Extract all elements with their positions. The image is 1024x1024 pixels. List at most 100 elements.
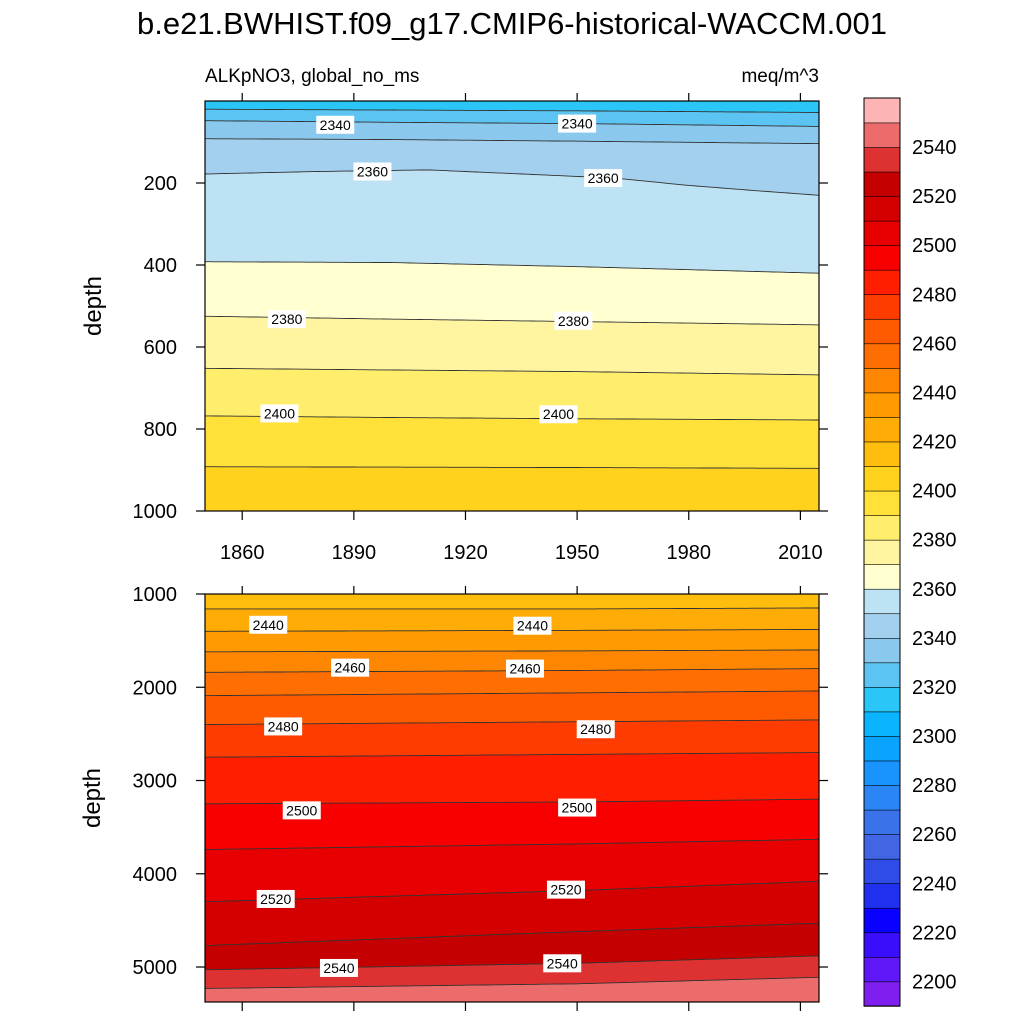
contour-fill-band (205, 466, 819, 511)
colorbar-tick-label: 2540 (912, 137, 957, 159)
contour-label-text: 2340 (562, 116, 593, 132)
contour-label-text: 2540 (323, 960, 354, 976)
contour-label: 2500 (558, 798, 597, 817)
contour-label-text: 2380 (271, 311, 302, 327)
colorbar-swatch (863, 318, 901, 345)
colorbar-tick-label: 2420 (912, 432, 957, 454)
colorbar-tick-label: 2400 (912, 481, 957, 503)
y-tick-label: 400 (144, 255, 177, 277)
lower-contour-labels: 2440 2440 2460 2460 2480 2480 2500 2500 2520 2520… (249, 615, 615, 977)
colorbar-swatch (863, 735, 901, 762)
colorbar-swatch (863, 146, 901, 173)
colorbar-swatch (863, 907, 901, 934)
colorbar-tick-label: 2360 (912, 579, 957, 601)
colorbar-swatch (863, 269, 901, 296)
colorbar-swatch (863, 343, 901, 369)
left-subtitle: ALKpNO3, global_no_ms (205, 66, 419, 87)
y-tick-label: 600 (144, 337, 177, 359)
x-tick-label: 1980 (667, 542, 712, 564)
colorbar-tick-label: 2440 (912, 383, 957, 405)
contour-label-text: 2380 (558, 313, 589, 329)
upper-y-axis-label: depth (80, 276, 107, 336)
contour-label-text: 2360 (357, 164, 388, 180)
x-tick-label: 2010 (778, 542, 823, 564)
lower-y-axis-label: depth (79, 768, 106, 828)
colorbar-tick-label: 2460 (912, 333, 957, 355)
colorbar: 2200 2220 2240 2260 2280 2300 2320 2340 2360 2380… (863, 97, 957, 1007)
figure-title: b.e21.BWHIST.f09_g17.CMIP6-historical-WA… (137, 6, 887, 41)
colorbar-swatch (863, 490, 901, 516)
contour-label-text: 2540 (547, 955, 578, 971)
y-tick-label: 2000 (133, 677, 178, 699)
contour-label-text: 2360 (588, 170, 619, 186)
upper-contour-fills (205, 101, 819, 511)
contour-label: 2540 (319, 958, 358, 977)
colorbar-swatch (863, 416, 901, 443)
upper-plot-frame (204, 100, 820, 512)
contour-label-text: 2460 (509, 661, 540, 677)
contour-line (205, 838, 819, 850)
y-tick-label: 800 (144, 419, 177, 441)
x-tick-label: 1860 (220, 542, 265, 564)
y-tick-label: 5000 (133, 957, 178, 979)
y-tick-label: 3000 (133, 771, 178, 793)
colorbar-swatch (863, 244, 901, 271)
contour-line (205, 628, 819, 632)
colorbar-swatch (863, 588, 901, 615)
contour-line (205, 367, 819, 376)
contour-label: 2380 (554, 311, 593, 330)
contour-label-text: 2520 (550, 882, 581, 898)
colorbar-swatch (863, 882, 901, 909)
colorbar-tick-label: 2240 (912, 873, 957, 895)
contour-line (205, 976, 819, 989)
x-tick-label: 1950 (555, 542, 600, 564)
contour-label: 2540 (543, 954, 582, 973)
contour-fill-band (205, 977, 819, 1002)
contour-line (205, 415, 819, 421)
colorbar-swatch (863, 833, 901, 860)
colorbar-swatch (863, 122, 901, 148)
lower-axes: 1000 2000 3000 4000 5000 (133, 584, 828, 1011)
contour-label-text: 2440 (517, 618, 548, 634)
lower-panel: 2440 2440 2460 2460 2480 2480 2500 2500 2520 2520… (79, 584, 828, 1011)
contour-label-text: 2400 (543, 406, 574, 422)
colorbar-swatch (863, 294, 901, 320)
contour-line (205, 138, 819, 145)
contour-label: 2440 (249, 615, 288, 634)
colorbar-tick-label: 2300 (912, 726, 957, 748)
colorbar-swatch (863, 613, 901, 639)
colorbar-swatch (863, 465, 901, 492)
colorbar-swatch (863, 539, 901, 565)
colorbar-swatch (863, 981, 901, 1007)
lower-plot-frame (204, 593, 820, 1003)
contour-label: 2520 (256, 889, 295, 908)
colorbar-swatch (863, 392, 901, 418)
contour-label-text: 2500 (286, 802, 317, 818)
contour-label: 2400 (260, 404, 299, 423)
contour-label: 2380 (267, 310, 306, 329)
x-tick-label: 1920 (443, 542, 488, 564)
colorbar-swatch (863, 441, 901, 467)
contour-line (205, 649, 819, 653)
y-tick-label: 1000 (133, 501, 178, 523)
contour-line (205, 261, 819, 274)
colorbar-swatch (863, 514, 901, 541)
colorbar-swatch (863, 809, 901, 835)
upper-panel: 2340 2340 2360 2360 2380 2380 2400 2400 1860 189… (80, 93, 828, 564)
contour-line (205, 466, 819, 469)
colorbar-swatch (863, 932, 901, 958)
colorbar-tick-label: 2280 (912, 775, 957, 797)
contour-line (205, 922, 819, 947)
colorbar-swatch (863, 784, 901, 811)
colorbar-tick-label: 2520 (912, 186, 957, 208)
contour-line (205, 719, 819, 726)
contour-label: 2340 (558, 114, 597, 133)
colorbar-swatch (863, 195, 901, 222)
colorbar-swatch (863, 220, 901, 246)
contour-line (205, 690, 819, 697)
colorbar-swatch (863, 662, 901, 688)
colorbar-tick-label: 2260 (912, 824, 957, 846)
x-tick-label: 1890 (332, 542, 377, 564)
contour-line (205, 880, 819, 903)
